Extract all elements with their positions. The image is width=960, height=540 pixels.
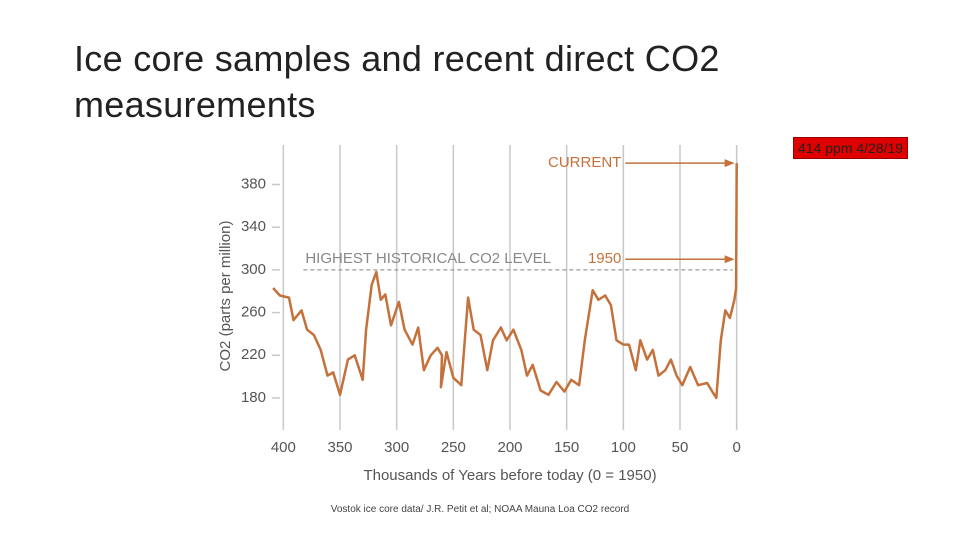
ppm-badge: 414 ppm 4/28/19: [793, 137, 909, 159]
arrow-head: [724, 255, 735, 264]
y-tick-label: 260: [241, 304, 266, 321]
y-tick-label: 220: [241, 346, 266, 363]
y-tick-label: 300: [241, 261, 266, 278]
x-tick-label: 100: [611, 439, 636, 456]
co2-line: [272, 163, 738, 400]
annotation-label: CURRENT: [548, 154, 621, 171]
x-tick-label: 400: [271, 439, 296, 456]
x-tick-label: 150: [554, 439, 579, 456]
annotation-label: 1950: [588, 250, 621, 267]
y-tick-label: 180: [241, 389, 266, 406]
x-tick-label: 200: [497, 439, 522, 456]
x-tick-label: 250: [441, 439, 466, 456]
x-tick-label: 300: [384, 439, 409, 456]
y-axis-label: CO2 (parts per million): [217, 221, 234, 372]
x-tick-label: 0: [732, 439, 740, 456]
slide-title: Ice core samples and recent direct CO2 m…: [74, 38, 720, 125]
y-tick-label: 340: [241, 218, 266, 235]
reference-label: HIGHEST HISTORICAL CO2 LEVEL: [305, 250, 551, 267]
x-axis-label: Thousands of Years before today (0 = 195…: [363, 467, 656, 484]
source-caption: Vostok ice core data/ J.R. Petit et al; …: [330, 504, 630, 515]
y-tick-label: 380: [241, 175, 266, 192]
arrow-head: [724, 159, 735, 168]
x-tick-label: 350: [327, 439, 352, 456]
x-tick-label: 50: [672, 439, 689, 456]
